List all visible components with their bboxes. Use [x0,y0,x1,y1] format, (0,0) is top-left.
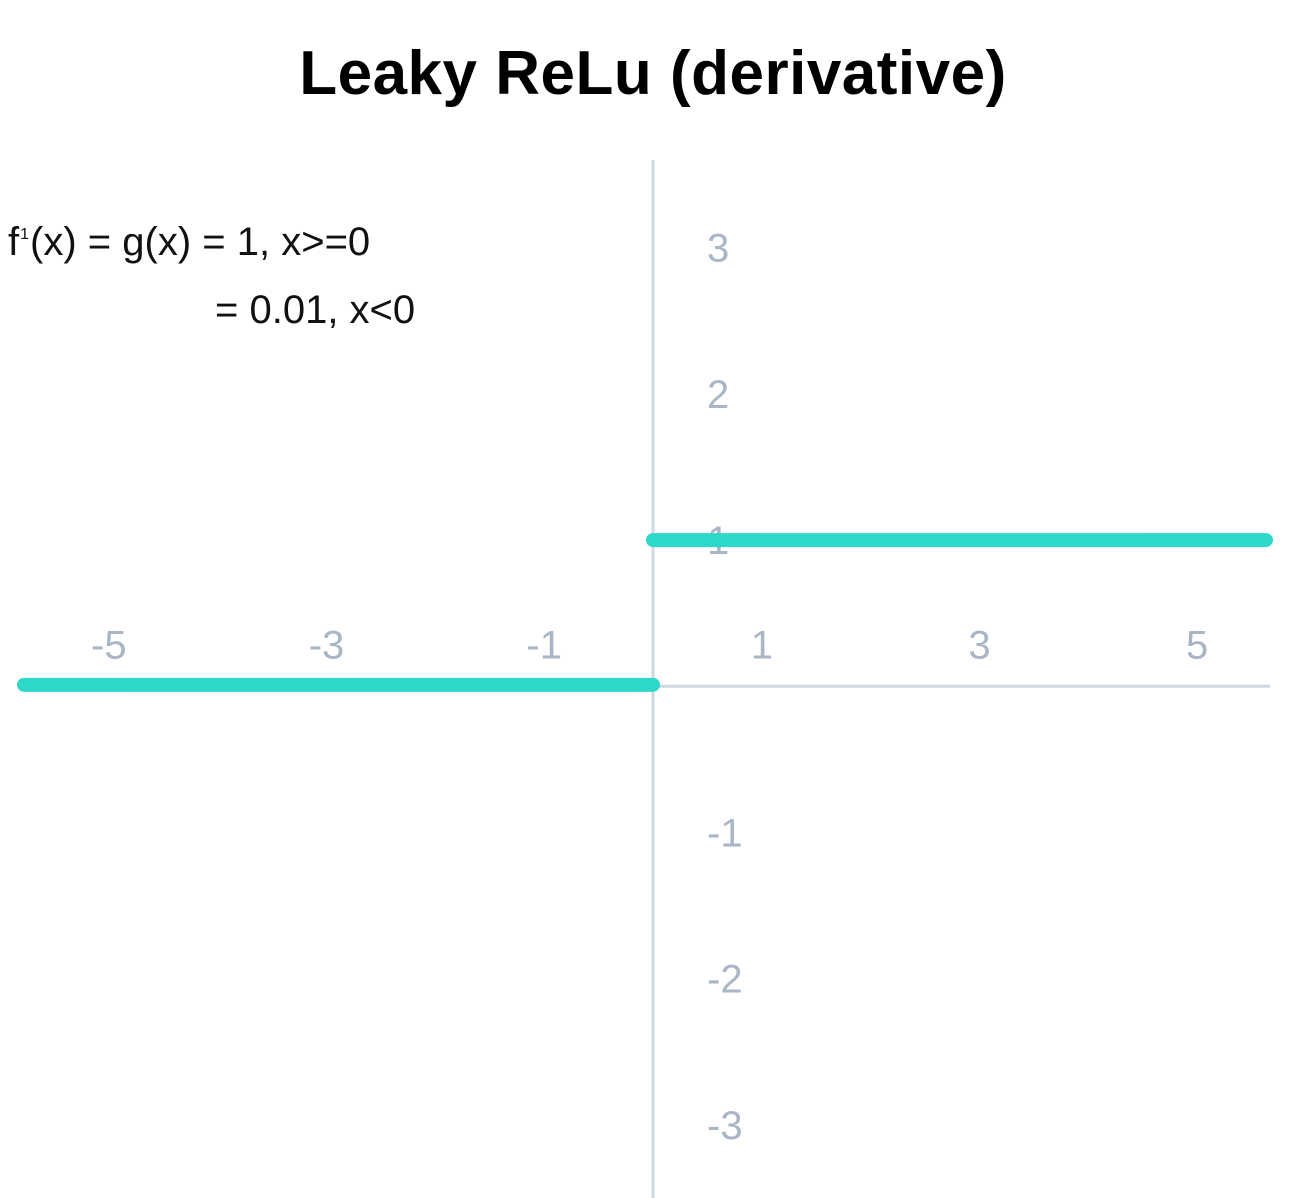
x-tick-label: 5 [1186,623,1208,667]
formula-prime-mark: 1 [20,226,30,243]
x-tick-label: -5 [91,623,127,667]
x-tick-label: 3 [968,623,990,667]
formula-line-1: f1(x) = g(x) = 1, x>=0 [8,220,370,265]
y-tick-label: -3 [707,1104,743,1148]
x-tick-label: 1 [751,623,773,667]
y-tick-label: -2 [707,958,743,1002]
formula-line-2: = 0.01, x<0 [215,288,416,332]
x-tick-label: -1 [526,623,562,667]
series [17,533,1273,692]
chart-title: Leaky ReLu (derivative) [299,39,1007,108]
x-tick-label: -3 [309,623,345,667]
y-tick-label: -1 [707,812,743,856]
tick-labels: -5-3-1135321-1-2-3 [91,227,1208,1148]
y-tick-label: 2 [707,373,729,417]
formula-rest: (x) = g(x) = 1, x>=0 [30,220,371,264]
formula-f: f [8,220,20,264]
y-tick-label: 3 [707,227,729,271]
